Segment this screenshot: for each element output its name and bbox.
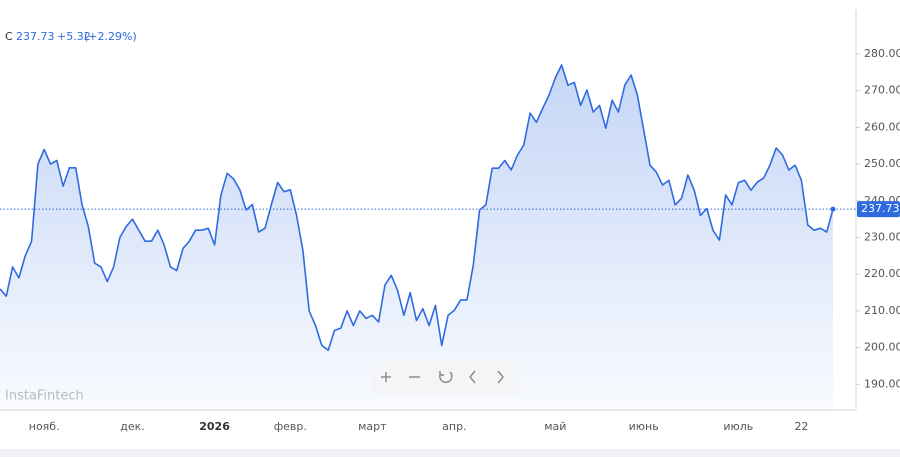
y-tick-label: 260.00 [864, 120, 900, 133]
y-tick-label: 270.00 [864, 84, 900, 97]
y-tick-label: 280.00 [864, 47, 900, 60]
controls-panel [372, 360, 520, 394]
watermark: InstaFintech [5, 389, 84, 404]
change-percent: (+2.29%) [84, 30, 137, 43]
x-tick-label: 22 [794, 420, 808, 433]
area [0, 65, 833, 410]
last-price-tag [857, 201, 900, 218]
zoom-in-button[interactable] [381, 372, 391, 382]
y-tick-label: 230.00 [864, 231, 900, 244]
last-price: 237.73 [16, 30, 55, 43]
x-tick-label: 2026 [199, 420, 230, 433]
x-tick-label: февр. [274, 420, 307, 433]
price-line [0, 64, 834, 351]
plot: 190.00200.00210.00220.00230.00240.00250.… [0, 47, 900, 433]
x-tick-label: май [544, 420, 566, 433]
y-tick-label: 210.00 [864, 304, 900, 317]
x-tick-label: дек. [120, 420, 145, 433]
bottom-bar [0, 449, 900, 457]
x-tick-label: нояб. [29, 420, 60, 433]
y-tick-label: 220.00 [864, 267, 900, 280]
y-tick-label: 250.00 [864, 157, 900, 170]
change: +5.32 [57, 30, 91, 43]
reset-button[interactable] [439, 371, 453, 383]
symbol: C [5, 30, 13, 43]
last-price-tag-label: 237.73 [861, 202, 900, 215]
x-tick-label: март [358, 420, 387, 433]
zoom-controls [372, 360, 520, 394]
scroll-left-button[interactable] [469, 370, 476, 384]
x-tick-label: июль [723, 420, 753, 433]
last-point [830, 206, 836, 212]
y-tick-label: 190.00 [864, 377, 900, 390]
x-tick-label: апр. [442, 420, 466, 433]
x-tick-label: июнь [629, 420, 659, 433]
scroll-right-button[interactable] [497, 370, 504, 384]
y-tick-label: 200.00 [864, 341, 900, 354]
